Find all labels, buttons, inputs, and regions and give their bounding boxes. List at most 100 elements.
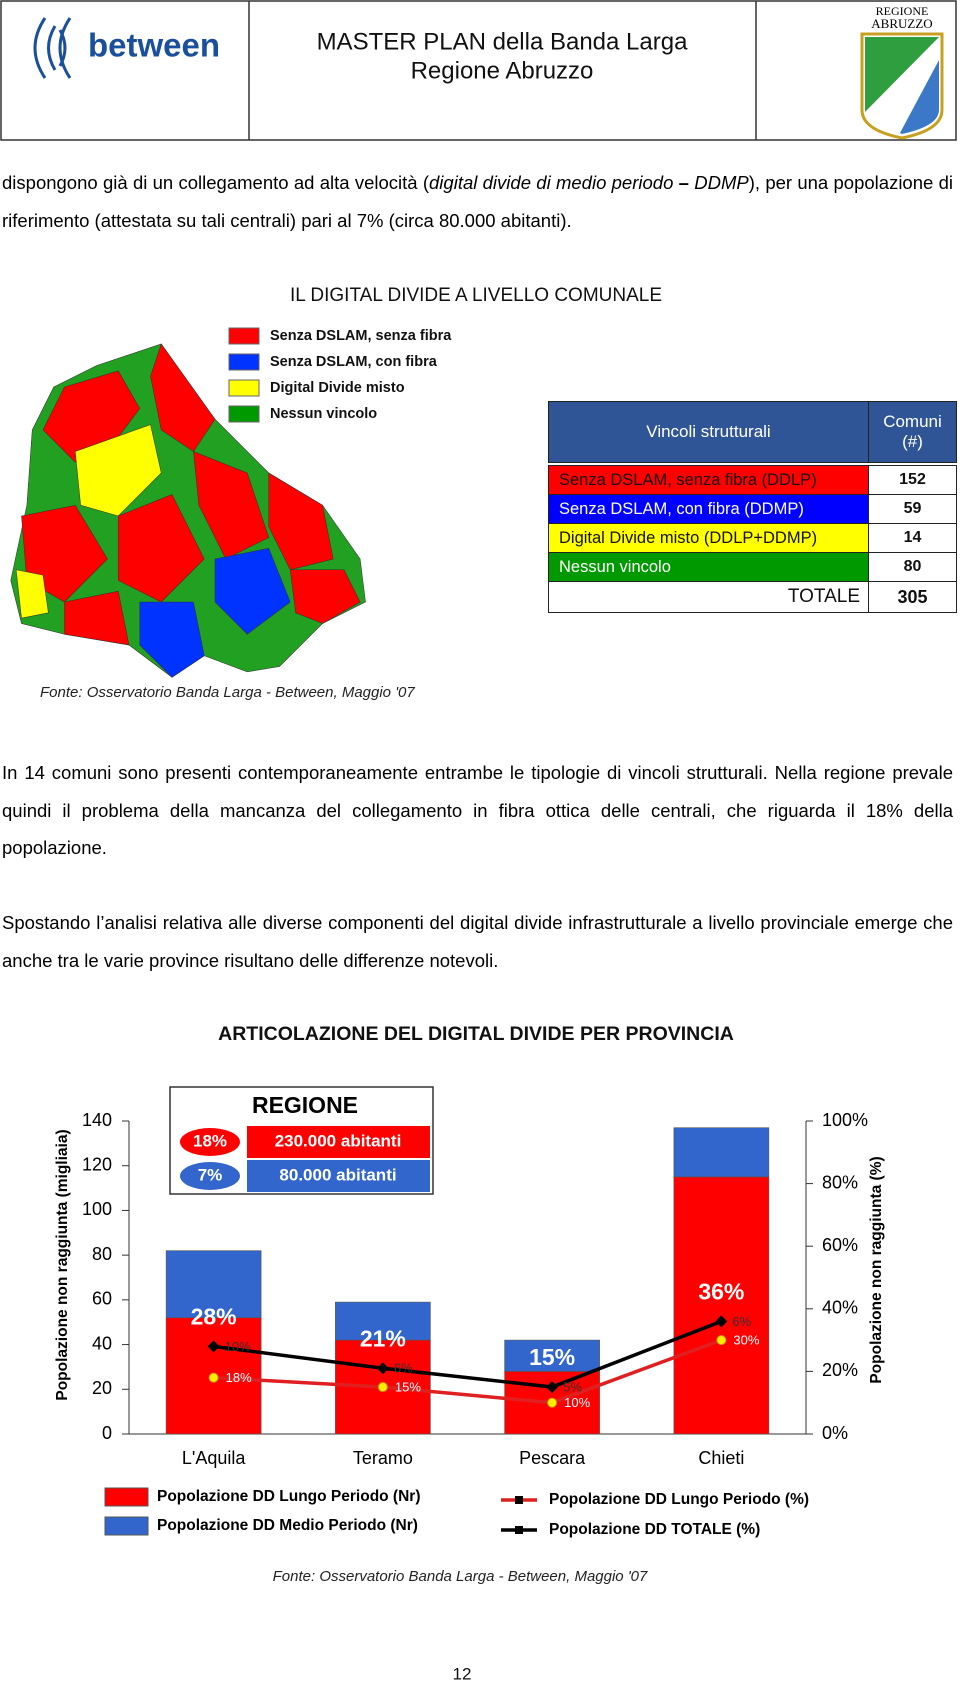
table-cell: TOTALE [548, 581, 869, 613]
y2-tick-label: 80% [822, 1172, 858, 1192]
y2-tick-label: 40% [822, 1298, 858, 1318]
legend-label: Popolazione DD Medio Periodo (Nr) [157, 1517, 418, 1534]
y-tick-label: 140 [82, 1110, 112, 1130]
regione-row [247, 1160, 430, 1192]
pct-badge [180, 1162, 240, 1190]
text: DDMP [694, 172, 749, 193]
header-title: MASTER PLAN della Banda Larga [317, 28, 689, 55]
y2-tick-label: 20% [822, 1360, 858, 1380]
table-cell: 59 [868, 494, 957, 524]
point [546, 1381, 559, 1394]
point [715, 1315, 728, 1328]
y-tick-label: 40 [92, 1333, 112, 1353]
point [716, 1335, 727, 1346]
legend-swatch [228, 379, 260, 397]
legend-label: Popolazione DD Lungo Periodo (%) [549, 1491, 809, 1508]
table-cell: 14 [868, 523, 957, 553]
y2-tick-label: 100% [822, 1110, 868, 1130]
bar [673, 1127, 770, 1178]
data-label: 6% [732, 1314, 751, 1329]
y-axis-title: Popolazione non raggiunta (migliaia) [54, 1129, 71, 1400]
table-cell: Comuni (#) [868, 401, 957, 463]
data-label: 28% [191, 1303, 237, 1329]
header-frame [0, 0, 957, 141]
source: Fonte: Osservatorio Banda Larga - Betwee… [40, 684, 415, 701]
data-label: 15% [529, 1344, 575, 1370]
legend-marker [515, 1496, 523, 1504]
data-label: 36% [698, 1278, 744, 1304]
bar [673, 1176, 770, 1435]
legend-label: Digital Divide misto [270, 380, 405, 396]
text: dispongono già di un collegamento ad alt… [2, 172, 430, 193]
x-tick-label: Chieti [698, 1448, 744, 1468]
y-tick-label: 0 [102, 1423, 112, 1443]
paragraph: In 14 comuni sono presenti contemporanea… [2, 762, 953, 858]
point [547, 1397, 558, 1408]
regione-text: 230.000 abitanti [275, 1131, 402, 1150]
point [208, 1372, 219, 1383]
regione-row [247, 1126, 430, 1158]
data-label: 10% [225, 1339, 251, 1354]
y2-tick-label: 0% [822, 1423, 848, 1443]
legend-swatch [104, 1516, 149, 1536]
y2-tick-label: 60% [822, 1235, 858, 1255]
page-number: 12 [453, 1664, 472, 1683]
data-label: 21% [360, 1325, 406, 1351]
line [213, 1319, 723, 1389]
y-tick-label: 100 [82, 1199, 112, 1219]
source: Fonte: Osservatorio Banda Larga - Betwee… [273, 1568, 648, 1585]
table-cell: Digital Divide misto (DDLP+DDMP) [548, 523, 869, 553]
y-tick-label: 60 [92, 1289, 112, 1309]
legend-label: Senza DSLAM, senza fibra [270, 328, 452, 344]
pct-label: 7% [198, 1165, 223, 1184]
data-label: 6% [394, 1361, 413, 1376]
text: ), per una popolazione di riferimento (a… [2, 172, 953, 231]
legend-swatch [104, 1487, 149, 1507]
table-cell: Senza DSLAM, senza fibra (DDLP) [548, 465, 869, 495]
bar [165, 1250, 262, 1319]
table-cell: Nessun vincolo [548, 552, 869, 582]
logo-text: REGIONE [876, 4, 929, 18]
x-tick-label: Teramo [353, 1448, 413, 1468]
region-logo: REGIONE ABRUZZO [860, 4, 944, 140]
y-tick-label: 20 [92, 1378, 112, 1398]
pct-badge [180, 1128, 240, 1156]
bar [504, 1339, 600, 1372]
regione-text: 80.000 abitanti [279, 1165, 396, 1184]
data-label: 10% [564, 1395, 590, 1410]
legend-marker [515, 1526, 523, 1534]
map [10, 343, 366, 678]
between-logo [33, 17, 72, 79]
paragraph: dispongono già di un collegamento ad alt… [2, 164, 953, 239]
legend-label: Popolazione DD Lungo Periodo (Nr) [157, 1488, 421, 1505]
data-label: 18% [226, 1370, 252, 1385]
text: – [673, 172, 695, 193]
regione-title: REGIONE [252, 1092, 358, 1118]
table-cell: 80 [868, 552, 957, 582]
legend-swatch [228, 327, 260, 345]
x-tick-label: L'Aquila [182, 1448, 246, 1468]
paragraph: Spostando l’analisi relativa alle divers… [2, 912, 953, 971]
data-label: 5% [563, 1379, 582, 1394]
legend-swatch [228, 353, 260, 371]
data-label: 30% [733, 1333, 759, 1348]
y2-axis-title: Popolazione non raggiunta (%) [868, 1156, 885, 1383]
table-cell: 305 [868, 581, 957, 613]
data-label: 15% [395, 1379, 421, 1394]
logo-text: ABRUZZO [871, 16, 932, 31]
logo-text: between [88, 27, 220, 64]
legend-label: Senza DSLAM, con fibra [270, 354, 438, 370]
legend-swatch [228, 405, 260, 423]
legend-label: Popolazione DD TOTALE (%) [549, 1521, 760, 1538]
chart-title: ARTICOLAZIONE DEL DIGITAL DIVIDE PER PRO… [218, 1023, 734, 1045]
y-tick-label: 120 [82, 1154, 112, 1174]
bar [335, 1301, 431, 1341]
pct-label: 18% [193, 1131, 227, 1150]
table-cell: 152 [868, 465, 957, 495]
figure-title: IL DIGITAL DIVIDE A LIVELLO COMUNALE [290, 285, 662, 306]
x-tick-label: Pescara [519, 1448, 586, 1468]
text: digital divide di medio periodo [429, 172, 674, 193]
point [207, 1340, 220, 1353]
